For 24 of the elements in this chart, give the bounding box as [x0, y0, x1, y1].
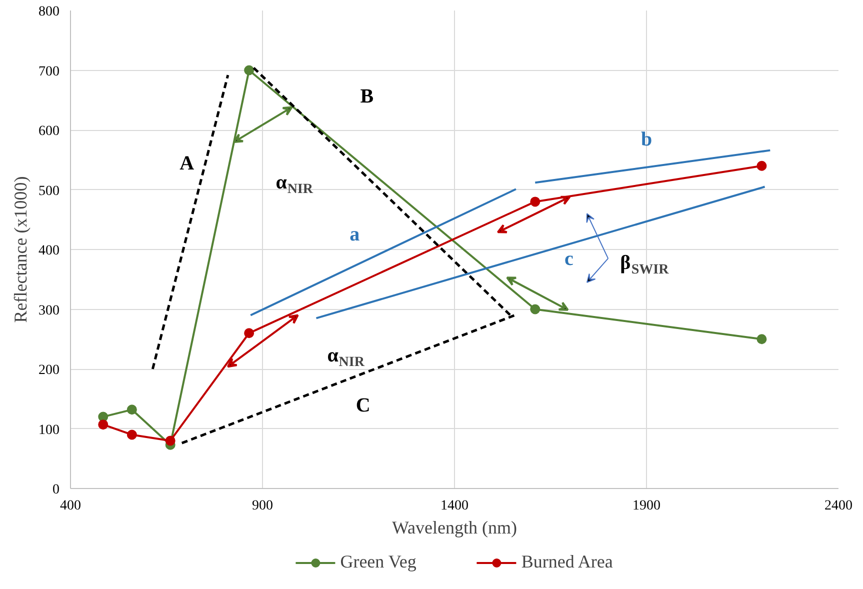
x-tick-label: 400 [60, 498, 81, 514]
annotation: B [360, 86, 374, 108]
y-tick-label: 600 [38, 124, 60, 139]
x-tick-label: 1400 [440, 498, 468, 514]
y-tick-label: 700 [38, 64, 60, 80]
y-tick-label: 100 [38, 422, 60, 438]
x-tick-label: 1900 [632, 498, 660, 514]
legend-label: Green Veg [340, 552, 416, 572]
y-tick-label: 400 [38, 244, 60, 258]
annotation: c [564, 248, 574, 270]
x-tick-label: 900 [252, 498, 273, 514]
annotation: b [640, 128, 652, 151]
y-tick-label: 0 [52, 482, 60, 498]
y-axis-title: Reflectance (x1000) [10, 176, 30, 323]
x-axis-title: Wavelength (nm) [392, 518, 518, 538]
x-tick-label: 2400 [824, 498, 852, 514]
y-tick-label: 300 [38, 303, 60, 318]
y-tick-label: 800 [38, 4, 60, 20]
annotation: A [180, 152, 195, 174]
legend-label: Burned Area [521, 552, 613, 572]
y-tick-label: 500 [38, 184, 60, 199]
annotation: C [356, 394, 370, 416]
y-tick-label: 200 [38, 363, 60, 378]
annotation: a [350, 224, 360, 246]
